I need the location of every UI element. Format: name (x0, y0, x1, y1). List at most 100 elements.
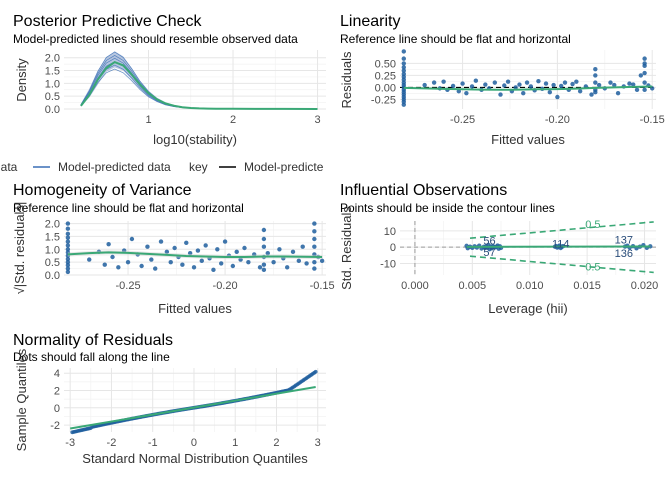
linearity-point (401, 49, 406, 54)
homogeneity-point (65, 243, 71, 248)
ppc-observed-line (80, 60, 318, 110)
ppc-y-tick-label: 1.5 (45, 66, 60, 78)
linearity-point (642, 70, 647, 76)
qq-x-tick-label: 2 (273, 437, 279, 449)
ppc-y-tick-label: 1.0 (45, 78, 60, 90)
linearity-point (469, 84, 475, 89)
homogeneity-point (106, 241, 111, 247)
qq-y-axis-label: Sample Quantiles (14, 348, 29, 451)
linearity-x-tick-label: -0.25 (450, 114, 475, 126)
linearity-point (642, 63, 647, 69)
legend-reference-label: Model-predicte (244, 160, 324, 174)
influential-y-tick-label: 10 (384, 226, 396, 238)
homogeneity-point (215, 247, 220, 252)
linearity-point (589, 92, 594, 97)
qq-x-axis-label: Standard Normal Distribution Quantiles (82, 451, 308, 466)
homogeneity-point (257, 265, 263, 270)
homogeneity-point (312, 259, 317, 265)
homogeneity-y-axis-label: √|Std. residuals| (12, 202, 27, 295)
qq-x-tick-label: -3 (65, 437, 75, 449)
homogeneity-point (65, 239, 71, 244)
linearity-point (593, 66, 598, 72)
qq-title: Normality of Residuals (13, 332, 173, 349)
homogeneity-point (296, 258, 302, 264)
homogeneity-point (65, 263, 71, 268)
qq-x-tick-label: 3 (315, 437, 321, 449)
homogeneity-point (65, 226, 71, 231)
linearity-point (401, 56, 406, 61)
homogeneity-point (153, 266, 158, 271)
influential-point-label: 136 (615, 248, 633, 260)
linearity-point (543, 81, 549, 86)
influential-y-axis-label: Std. Residuals (339, 206, 354, 290)
linearity-point (502, 83, 507, 88)
qq-y-tick-label: 0 (54, 403, 60, 415)
linearity-x-axis-label: Fitted values (491, 132, 565, 147)
linearity-y-axis-label: Residuals (339, 51, 354, 109)
homogeneity-point (300, 244, 305, 249)
homogeneity-point (234, 249, 239, 255)
homogeneity-y-tick-label: 2.0 (45, 219, 60, 231)
linearity-point (460, 81, 465, 86)
homogeneity-point (65, 269, 71, 275)
influential-contour-label: 0.5 (585, 219, 600, 231)
homogeneity-point (125, 259, 131, 265)
linearity-y-tick-label: 0.00 (375, 82, 396, 94)
linearity-point (505, 79, 511, 84)
linearity-point (577, 89, 583, 94)
linearity-point (517, 82, 522, 87)
linearity-point (642, 80, 647, 85)
linearity-point (441, 79, 446, 84)
ppc-x-tick-label: 1 (145, 114, 151, 126)
homogeneity-point (265, 250, 270, 256)
homogeneity-point (102, 262, 107, 267)
homogeneity-point (139, 263, 144, 269)
homogeneity-point (230, 263, 236, 269)
linearity-point (627, 81, 632, 86)
qq-y-tick-label: 2 (54, 385, 60, 397)
linearity-y-tick-label: -0.25 (371, 94, 396, 106)
influential-x-tick-label: 0.000 (401, 280, 429, 292)
linearity-point (528, 84, 534, 89)
influential-point-label: 57 (483, 247, 495, 259)
homogeneity-point (261, 236, 267, 242)
linearity-y-tick-label: 0.25 (375, 70, 396, 82)
homogeneity-point (168, 259, 173, 265)
ppc-y-tick-label: 0.0 (45, 104, 60, 116)
homogeneity-y-tick-label: 1.0 (45, 244, 60, 256)
homogeneity-point (158, 239, 164, 244)
influential-y-tick-label: -10 (380, 259, 396, 271)
homogeneity-point (180, 262, 185, 267)
linearity-point (431, 80, 437, 85)
homogeneity-point (219, 261, 224, 266)
homogeneity-point (312, 221, 317, 226)
homogeneity-point (65, 259, 71, 265)
influential-contour-lower (469, 255, 654, 274)
linearity-point (638, 73, 644, 78)
homogeneity-x-tick-label: -0.20 (213, 280, 238, 292)
homogeneity-point (312, 236, 317, 242)
linearity-point (593, 90, 598, 95)
homogeneity-point (312, 229, 317, 234)
linearity-point (498, 92, 503, 97)
linearity-point (464, 90, 469, 96)
homogeneity-point (191, 265, 197, 270)
qq-reference-line (70, 386, 316, 430)
linearity-point (513, 85, 518, 90)
linearity-point (401, 68, 406, 73)
homogeneity-point (261, 227, 267, 233)
linearity-point (547, 90, 553, 95)
linearity-point (401, 61, 406, 66)
linearity-point (570, 81, 575, 87)
linearity-point (562, 80, 568, 85)
linearity-point (555, 94, 560, 100)
homogeneity-point (65, 235, 71, 240)
homogeneity-point (149, 257, 154, 262)
linearity-point (574, 79, 579, 84)
homogeneity-point (129, 236, 135, 242)
linearity-point (596, 82, 602, 88)
homogeneity-x-tick-label: -0.15 (310, 280, 335, 292)
linearity-point (492, 80, 498, 85)
homogeneity-point (203, 243, 208, 248)
ppc-model-band (80, 51, 318, 109)
